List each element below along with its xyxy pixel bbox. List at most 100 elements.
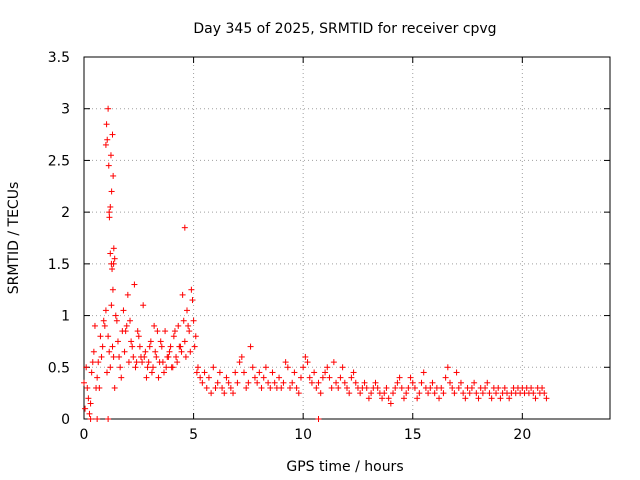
data-point [258, 384, 265, 391]
data-point [113, 317, 120, 324]
grid [84, 57, 610, 419]
data-point [118, 374, 125, 381]
data-point [374, 384, 381, 391]
data-point [482, 384, 489, 391]
data-point [154, 328, 161, 335]
data-point [403, 390, 410, 397]
data-point [102, 307, 109, 314]
data-point [181, 224, 188, 231]
data-point [328, 384, 335, 391]
data-point [324, 364, 331, 371]
data-point [501, 384, 508, 391]
data-point [409, 379, 416, 386]
data-point [541, 390, 548, 397]
data-point [240, 369, 247, 376]
data-point [163, 364, 170, 371]
data-point [262, 364, 269, 371]
data-point [190, 317, 197, 324]
data-point [225, 379, 232, 386]
data-point [444, 364, 451, 371]
data-point [466, 390, 473, 397]
data-point [93, 384, 100, 391]
data-point [308, 379, 315, 386]
data-point [132, 364, 139, 371]
data-point [145, 359, 152, 366]
data-point [431, 390, 438, 397]
data-points [81, 105, 550, 422]
data-point [453, 369, 460, 376]
data-point [405, 384, 412, 391]
data-point [191, 343, 198, 350]
data-point [136, 343, 143, 350]
data-point [326, 374, 333, 381]
data-point [315, 379, 322, 386]
data-point [346, 390, 353, 397]
data-point [411, 384, 418, 391]
data-point [89, 359, 96, 366]
data-point [111, 255, 118, 262]
data-point [110, 260, 117, 267]
x-tick-label: 5 [189, 427, 198, 443]
axis-ticks [83, 56, 610, 420]
data-point [110, 172, 117, 179]
data-point [129, 343, 136, 350]
data-point [192, 333, 199, 340]
data-point [230, 390, 237, 397]
y-tick-label: 3 [61, 102, 70, 118]
chart-title: Day 345 of 2025, SRMTID for receiver cpv… [193, 21, 496, 37]
data-point [265, 379, 272, 386]
data-point [451, 390, 458, 397]
data-point [418, 379, 425, 386]
data-point [106, 209, 113, 216]
data-point [214, 379, 221, 386]
data-point [357, 390, 364, 397]
data-point [289, 379, 296, 386]
data-point [193, 369, 200, 376]
data-point [142, 348, 149, 355]
x-tick-label: 10 [294, 427, 312, 443]
data-point [210, 364, 217, 371]
data-point [107, 364, 114, 371]
data-point [528, 384, 535, 391]
data-point [284, 364, 291, 371]
data-point [484, 379, 491, 386]
data-point [449, 384, 456, 391]
data-point [247, 343, 254, 350]
data-point [238, 353, 245, 360]
data-point [121, 348, 128, 355]
data-point [436, 395, 443, 402]
data-point [127, 317, 134, 324]
data-point [344, 384, 350, 391]
data-point [212, 384, 219, 391]
data-point [107, 203, 114, 210]
data-point [81, 379, 87, 386]
data-point [151, 322, 158, 329]
x-tick-labels: 0 5 10 15 20 [80, 427, 532, 443]
data-point [105, 162, 112, 169]
data-point [249, 364, 256, 371]
data-point [297, 374, 304, 381]
data-point [390, 390, 397, 397]
data-point [157, 338, 164, 345]
data-point [82, 405, 89, 412]
data-point [91, 322, 98, 329]
data-point [295, 390, 302, 397]
data-point [398, 384, 405, 391]
data-point [392, 384, 399, 391]
data-point [267, 384, 274, 391]
y-axis-label: SRMTID / TECUs [6, 182, 22, 295]
data-point [108, 188, 115, 195]
data-point [112, 312, 119, 319]
data-point [180, 317, 187, 324]
data-point [319, 374, 326, 381]
data-point [117, 364, 124, 371]
data-point [86, 410, 93, 417]
data-point [110, 245, 117, 252]
data-point [333, 379, 340, 386]
data-point [251, 374, 258, 381]
data-point [146, 343, 153, 350]
data-point [280, 379, 287, 386]
y-tick-label: 2 [61, 205, 70, 221]
data-point [479, 390, 486, 397]
